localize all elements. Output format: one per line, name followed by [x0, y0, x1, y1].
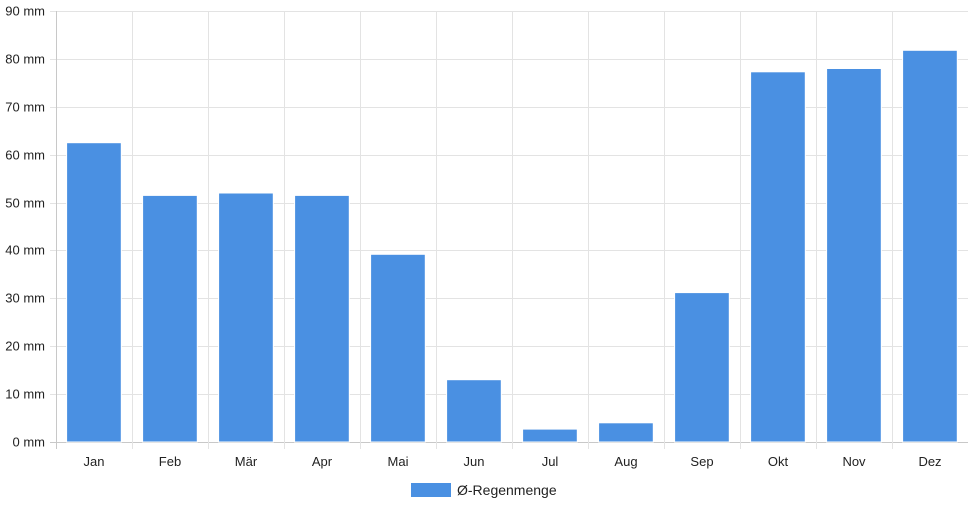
bar-apr[interactable]	[294, 194, 350, 443]
legend[interactable]: Ø-Regenmenge	[411, 482, 557, 498]
x-tick-label: Jul	[542, 454, 559, 469]
y-tick-label: 30 mm	[5, 291, 45, 306]
x-tick-label: Nov	[842, 454, 866, 469]
y-tick-label: 0 mm	[13, 435, 46, 450]
legend-label[interactable]: Ø-Regenmenge	[457, 482, 557, 498]
bar-okt[interactable]	[750, 71, 806, 443]
legend-swatch[interactable]	[411, 483, 451, 497]
bar-jan[interactable]	[66, 142, 122, 443]
y-tick-label: 80 mm	[5, 52, 45, 67]
bars	[66, 49, 958, 443]
bar-jun[interactable]	[446, 379, 502, 443]
y-axis-tick-labels: 0 mm 10 mm 20 mm 30 mm 40 mm 50 mm 60 mm 70 mm 8…	[5, 4, 45, 450]
x-axis-tick-labels: Jan Feb Mär Apr Mai Jun Jul Aug Sep Okt Nov Dez	[84, 454, 942, 469]
bar-dez[interactable]	[902, 49, 958, 443]
bar-feb[interactable]	[142, 194, 198, 443]
x-tick-label: Dez	[918, 454, 941, 469]
y-tick-label: 90 mm	[5, 4, 45, 19]
x-tick-label: Jun	[464, 454, 485, 469]
y-tick-label: 10 mm	[5, 387, 45, 402]
x-tick-label: Apr	[312, 454, 333, 469]
y-tick-label: 60 mm	[5, 148, 45, 163]
x-tick-label: Jan	[84, 454, 105, 469]
x-tick-label: Mai	[388, 454, 409, 469]
x-tick-label: Okt	[768, 454, 789, 469]
bar-jul[interactable]	[522, 428, 578, 443]
y-tick-label: 20 mm	[5, 339, 45, 354]
x-tick-label: Aug	[614, 454, 637, 469]
bar-sep[interactable]	[674, 292, 730, 443]
bar-mär[interactable]	[218, 192, 274, 443]
y-tick-label: 50 mm	[5, 196, 45, 211]
y-tick-label: 40 mm	[5, 243, 45, 258]
x-tick-label: Sep	[690, 454, 713, 469]
x-tick-label: Mär	[235, 454, 258, 469]
grid-lines	[50, 11, 968, 449]
bar-nov[interactable]	[826, 68, 882, 443]
bar-mai[interactable]	[370, 253, 426, 443]
y-tick-label: 70 mm	[5, 100, 45, 115]
x-tick-label: Feb	[159, 454, 181, 469]
bar-aug[interactable]	[598, 422, 654, 443]
